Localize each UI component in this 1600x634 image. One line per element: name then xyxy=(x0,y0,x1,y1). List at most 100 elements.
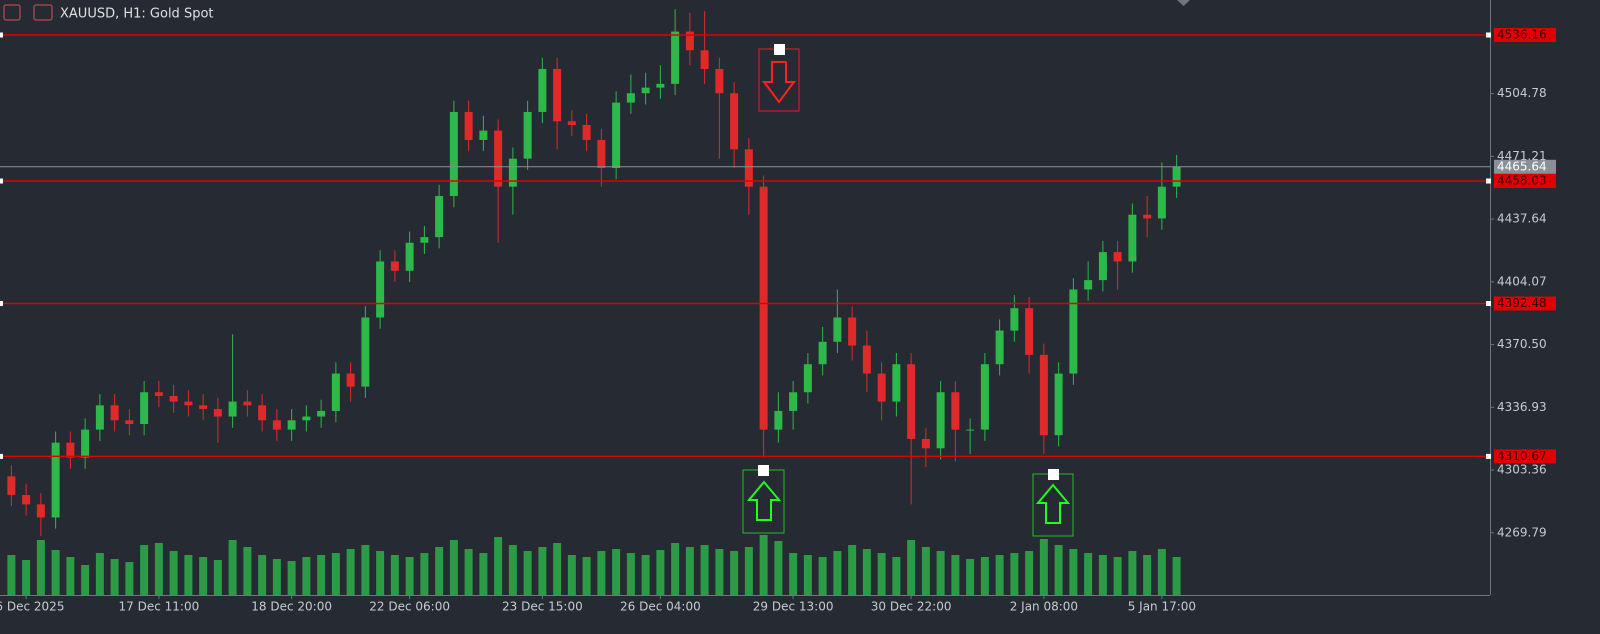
x-tick-label: 26 Dec 04:00 xyxy=(620,600,701,614)
candle-body xyxy=(833,317,842,342)
volume-bar xyxy=(936,551,945,595)
candle-body xyxy=(243,401,252,406)
candle-body xyxy=(302,416,311,421)
candle-body xyxy=(921,438,930,449)
candle-body xyxy=(641,87,650,94)
volume-bar xyxy=(287,561,296,595)
candle-body xyxy=(951,392,960,430)
volume-bar xyxy=(110,559,119,595)
volume-bar xyxy=(7,555,16,595)
toolbar-icons[interactable] xyxy=(3,4,53,21)
volume-bar xyxy=(980,557,989,595)
volume-bar xyxy=(213,560,222,595)
candle-body xyxy=(405,242,414,271)
x-tick-label: 18 Dec 20:00 xyxy=(251,600,332,614)
candle-body xyxy=(228,401,237,417)
current-price-tag xyxy=(1494,159,1556,174)
candle-body xyxy=(479,130,488,140)
volume-bar xyxy=(626,553,635,595)
candle-body xyxy=(1084,280,1093,290)
candle-body xyxy=(213,409,222,417)
volume-bar xyxy=(1054,545,1063,595)
volume-bar xyxy=(1069,549,1078,595)
x-tick-label: 2 Jan 08:00 xyxy=(1010,600,1078,614)
candle-body xyxy=(184,401,193,406)
x-tick-label: 30 Dec 22:00 xyxy=(871,600,952,614)
candle-body xyxy=(287,420,296,430)
candle-body xyxy=(759,186,768,430)
level-handle xyxy=(1486,32,1491,38)
candle-body xyxy=(626,93,635,103)
volume-bar xyxy=(1172,557,1181,595)
candle-body xyxy=(346,373,355,387)
buy-signal xyxy=(1032,469,1074,537)
volume-bar xyxy=(81,565,90,595)
level-tag xyxy=(1494,449,1556,464)
candle-body xyxy=(715,68,724,94)
volume-bar xyxy=(892,557,901,595)
volume-bar xyxy=(405,557,414,595)
volume-bar xyxy=(803,555,812,595)
candle-body xyxy=(1143,214,1152,219)
candle-body xyxy=(907,364,916,439)
volume-bar xyxy=(140,545,149,595)
candle-body xyxy=(1098,252,1107,281)
volume-bar xyxy=(346,549,355,595)
volume-bar xyxy=(331,553,340,595)
candle-body xyxy=(774,410,783,430)
sell-signal xyxy=(758,44,800,112)
candle-body xyxy=(656,83,665,88)
candle-body xyxy=(892,364,901,402)
icon[interactable] xyxy=(3,4,21,21)
candle-body xyxy=(1113,252,1122,262)
candle-body xyxy=(81,429,90,458)
volume-bar xyxy=(302,557,311,595)
volume-bar xyxy=(361,545,370,595)
candle-body xyxy=(7,476,16,496)
volume-bar xyxy=(921,547,930,595)
level-tag xyxy=(1494,174,1556,189)
candle-body xyxy=(376,261,385,318)
volume-bar xyxy=(66,557,75,595)
volume-bar xyxy=(1084,553,1093,595)
volume-bar xyxy=(848,545,857,595)
volume-bar xyxy=(184,555,193,595)
volume-bar xyxy=(597,551,606,595)
volume-bar xyxy=(612,549,621,595)
candle-body xyxy=(95,405,104,430)
buy-signal xyxy=(742,465,785,534)
y-tick-label: 4437.64 xyxy=(1497,212,1547,226)
candle-body xyxy=(685,31,694,51)
volume-bar xyxy=(641,555,650,595)
y-tick-label: 4336.93 xyxy=(1497,400,1547,414)
volume-bar xyxy=(671,543,680,595)
x-tick-label: 22 Dec 06:00 xyxy=(369,600,450,614)
candle-body xyxy=(140,392,149,425)
icon[interactable] xyxy=(33,4,53,21)
x-tick-label: 16 Dec 2025 xyxy=(0,600,64,614)
candle-body xyxy=(612,102,621,168)
volume-bar xyxy=(508,545,517,595)
candle-body xyxy=(331,373,340,411)
volume-bar xyxy=(730,551,739,595)
volume-bar xyxy=(95,553,104,595)
candle-body xyxy=(936,392,945,449)
volume-bar xyxy=(877,553,886,595)
marker xyxy=(1177,0,1190,6)
level-label: 4536.16 xyxy=(1497,28,1547,42)
volume-bar xyxy=(464,549,473,595)
y-tick-label: 4269.79 xyxy=(1497,525,1547,539)
candle-body xyxy=(818,341,827,365)
level-handle xyxy=(1486,178,1491,184)
x-tick-label: 23 Dec 15:00 xyxy=(502,600,583,614)
candle-body xyxy=(995,330,1004,365)
volume-bar xyxy=(1157,549,1166,595)
y-tick-label: 4471.21 xyxy=(1497,149,1547,163)
candle-body xyxy=(523,111,532,159)
volume-bar xyxy=(258,555,267,595)
candle-body xyxy=(744,149,753,187)
candle-body xyxy=(317,410,326,417)
